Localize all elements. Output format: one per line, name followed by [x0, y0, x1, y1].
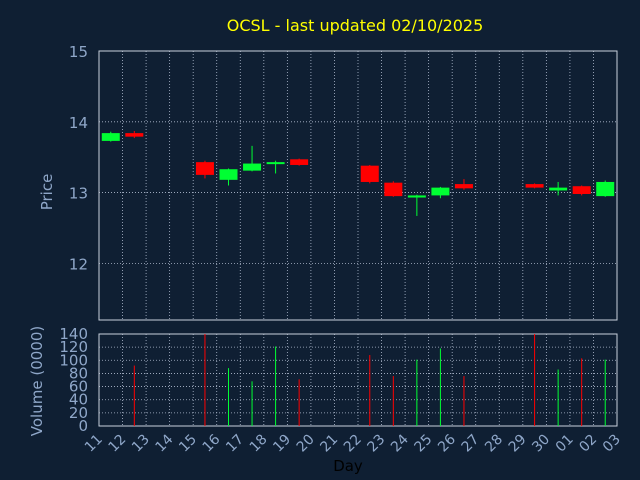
candle-17 [243, 145, 262, 172]
candle-15 [195, 160, 214, 179]
candle-body [384, 182, 403, 197]
candle-12 [125, 130, 144, 139]
volume-axis-label: Volume (0000) [28, 326, 46, 436]
candle-18 [266, 160, 285, 174]
candle-body [572, 186, 591, 194]
volume-tick-label: 80 [69, 364, 88, 382]
price-tick-label: 12 [69, 255, 88, 273]
candle-body [549, 187, 568, 191]
candle-body [219, 169, 238, 180]
price-axis-label: Price [38, 174, 56, 211]
candle-body [101, 133, 120, 141]
day-axis-label: Day [333, 457, 363, 475]
volume-plot-frame [98, 333, 618, 427]
price-tick-label: 13 [69, 185, 88, 203]
candle-24 [407, 194, 426, 216]
candle-29 [525, 183, 544, 189]
candle-01 [572, 185, 591, 196]
candle-body [266, 162, 285, 165]
volume-tick-label: 120 [59, 338, 88, 356]
candle-body [431, 187, 450, 196]
candle-body [596, 181, 615, 197]
candle-26 [454, 179, 473, 190]
price-tick-label: 15 [69, 43, 88, 61]
volume-tick-label: 40 [69, 391, 88, 409]
day-axis-ticks: 11 12 13 14 15 16 17 18 19 20 21 22 23 24 25 26 27 28 29 30… [82, 431, 624, 455]
candle-body [243, 163, 262, 171]
volume-bars-layer [133, 334, 606, 426]
volume-tick-label: 0 [78, 417, 88, 435]
volume-tick-label: 60 [69, 378, 88, 396]
candle-22 [360, 164, 379, 184]
candle-11 [101, 131, 120, 142]
candle-body [290, 159, 309, 165]
candle-body [454, 184, 473, 189]
candle-02 [596, 180, 615, 197]
candle-body [407, 195, 426, 198]
candle-body [125, 133, 144, 137]
candle-23 [384, 181, 403, 197]
candle-16 [219, 168, 238, 186]
chart-title: OCSL - last updated 02/10/2025 [227, 16, 484, 35]
candle-25 [431, 186, 450, 199]
candle-body [195, 162, 214, 175]
candles-layer [101, 130, 615, 216]
price-axis-ticks: 12 13 14 15 [69, 43, 88, 273]
candle-body [525, 184, 544, 188]
candle-30 [549, 181, 568, 196]
volume-tick-label: 140 [59, 325, 88, 343]
candle-body [360, 165, 379, 182]
volume-tick-label: 20 [69, 404, 88, 422]
price-plot-frame [98, 50, 618, 321]
price-tick-label: 14 [69, 114, 88, 132]
candle-19 [290, 158, 309, 166]
volume-tick-label: 100 [59, 351, 88, 369]
